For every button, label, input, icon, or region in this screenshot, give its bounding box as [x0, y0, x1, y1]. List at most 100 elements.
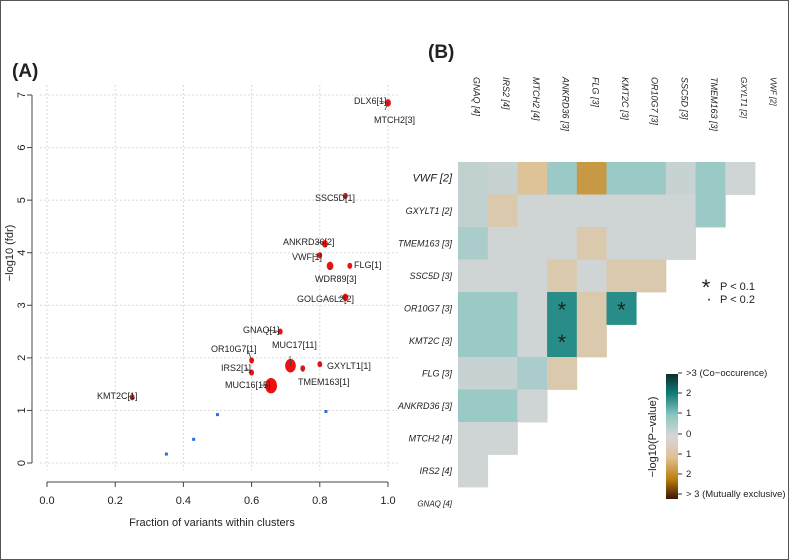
heatmap-cell: [606, 292, 637, 325]
colorbar-tick-label: 2: [686, 469, 691, 480]
heatmap-cell: [547, 259, 578, 293]
scatter-point: [317, 252, 323, 259]
significance-legend: * P < 0.1 · P < 0.2: [702, 275, 755, 308]
heatmap-row-label: OR10G7 [3]: [404, 303, 453, 313]
scatter-point-label: KMT2C[1]: [97, 391, 138, 401]
heatmap-column-label: ANKRD36 [3]: [561, 76, 571, 132]
scatter-y-tick-label: 0: [16, 460, 28, 466]
panel-b-label: (B): [428, 42, 454, 63]
panel-a-label: (A): [12, 61, 38, 82]
heatmap-cell: [517, 389, 548, 423]
scatter-x-tick-label: 0.4: [176, 495, 191, 507]
legend-star-symbol: *: [702, 275, 711, 300]
scatter-x-tick-label: 1.0: [380, 495, 395, 507]
scatter-y-tick-label: 1: [16, 407, 28, 413]
legend-dot-symbol: ·: [706, 291, 711, 308]
heatmap-cell: [695, 162, 726, 195]
heatmap-cell: [665, 227, 696, 260]
scatter-point-label: SSC5D[1]: [315, 193, 355, 203]
scatter-y-tick-label: 6: [16, 145, 28, 151]
scatter-point: [192, 437, 196, 441]
heatmap-cell: [517, 324, 548, 358]
scatter-x-tick-label: 0.6: [244, 495, 259, 507]
heatmap-cell: [665, 194, 696, 228]
scatter-y-axis-label: −log10 (fdr): [4, 225, 16, 282]
heatmap-row-label: VWF [2]: [412, 172, 452, 184]
scatter-x-axis-label: Fraction of variants within clusters: [129, 517, 295, 529]
heatmap-cell: [517, 162, 548, 195]
heatmap-cell: [487, 357, 518, 390]
scatter-label-leader: [337, 297, 346, 299]
scatter-point-label: OR10G7[1]: [211, 344, 257, 354]
scatter-y-tick-label: 5: [16, 197, 28, 203]
colorbar-title: −log10(P−value): [647, 397, 659, 478]
colorbar-tick-label: >3 (Co−occurence): [686, 368, 767, 379]
heatmap-column-label: IRS2 [4]: [501, 77, 511, 110]
heatmap-cell: [576, 162, 607, 195]
heatmap-cell: [458, 357, 489, 390]
scatter-point-label: TMEM163[1]: [298, 377, 350, 387]
heatmap-cell: [458, 227, 489, 260]
heatmap-cell: [606, 194, 637, 228]
heatmap-row-label: KMT2C [3]: [409, 336, 453, 346]
heatmap-cell: [636, 162, 667, 195]
scatter-axes: 0.0 0.2 0.4 0.6 0.8 1.0 0 1 2 3 4 5 6 7: [16, 92, 396, 507]
heatmap-row-label: TMEM163 [3]: [398, 238, 453, 248]
heatmap-cell: [458, 324, 489, 358]
scatter-point-label: FLG[1]: [354, 260, 382, 270]
scatter-point-label: MUC17[11]: [272, 340, 317, 350]
scatter-point-label: GXYLT1[1]: [327, 361, 371, 371]
heatmap-cell: [458, 389, 489, 423]
heatmap-row-label: GXYLT1 [2]: [406, 206, 453, 216]
heatmap-cell: [517, 292, 548, 325]
colorbar-tick-label: 1: [686, 408, 691, 419]
legend-p02-text: P < 0.2: [720, 294, 755, 306]
colorbar-tick-label: > 3 (Mutually exclusive): [686, 489, 786, 500]
heatmap-column-label: TMEM163 [3]: [709, 77, 719, 132]
heatmap-cell: [487, 389, 518, 423]
heatmap-column-label: VWF [2]: [769, 77, 778, 107]
heatmap-column-label: GXYLT1 [2]: [739, 77, 748, 119]
scatter-label-leader: [319, 363, 323, 367]
scatter-panel: (A) 0.0 0.2 0.4 0.6 0.8 1.0 0 1 2 3 4 5 6 7 DLX6[1] MT…: [4, 61, 415, 529]
heatmap-cell: [487, 227, 518, 260]
scatter-point-label: VWF[1]: [292, 252, 322, 262]
heatmap-star-marker: *: [558, 330, 567, 355]
heatmap-cell: [547, 162, 578, 195]
heatmap-cell: [458, 422, 489, 455]
heatmap-cell: [487, 162, 518, 195]
heatmap-cell: [547, 357, 578, 390]
scatter-point-label: ANKRD36[2]: [283, 237, 335, 247]
colorbar-ticks: >3 (Co−occurence) 2 1 0 1 2 > 3 (Mutually excl…: [678, 368, 786, 500]
scatter-x-tick-label: 0.0: [39, 495, 54, 507]
heatmap-column-label: OR10G7 [3]: [650, 77, 660, 126]
scatter-label-leader: [312, 254, 320, 258]
colorbar-tick-label: 0: [686, 429, 691, 440]
heatmap-cell: [695, 194, 726, 228]
scatter-point-label: GOLGA6L2[2]: [297, 294, 354, 304]
scatter-y-tick-label: 3: [16, 302, 28, 308]
heatmap-star-marker: *: [558, 297, 567, 322]
heatmap-star-marker: *: [617, 297, 626, 322]
scatter-label-leader: [315, 241, 325, 245]
scatter-points: [129, 99, 391, 456]
scatter-point: [342, 293, 349, 302]
scatter-label-leader: [245, 367, 252, 373]
scatter-label-leader: [127, 395, 133, 398]
heatmap-cell: [636, 227, 667, 260]
heatmap-cell: [576, 259, 607, 293]
colorbar-gradient: [666, 374, 678, 499]
heatmap-column-label: GNAQ [4]: [471, 77, 481, 117]
heatmap-cell: [517, 357, 548, 390]
scatter-label-leader: [378, 100, 389, 104]
heatmap-cell: [547, 194, 578, 228]
heatmap-cell: [665, 162, 696, 195]
scatter-point-label: GNAQ[1]: [243, 325, 280, 335]
scatter-y-tick-label: 7: [16, 92, 28, 98]
heatmap-row-label: MTCH2 [4]: [408, 433, 452, 443]
heatmap-cell: [487, 324, 518, 358]
colorbar-tick-label: 2: [686, 388, 691, 399]
scatter-label-leader: [259, 384, 272, 387]
colorbar: >3 (Co−occurence) 2 1 0 1 2 > 3 (Mutually excl…: [647, 368, 786, 500]
